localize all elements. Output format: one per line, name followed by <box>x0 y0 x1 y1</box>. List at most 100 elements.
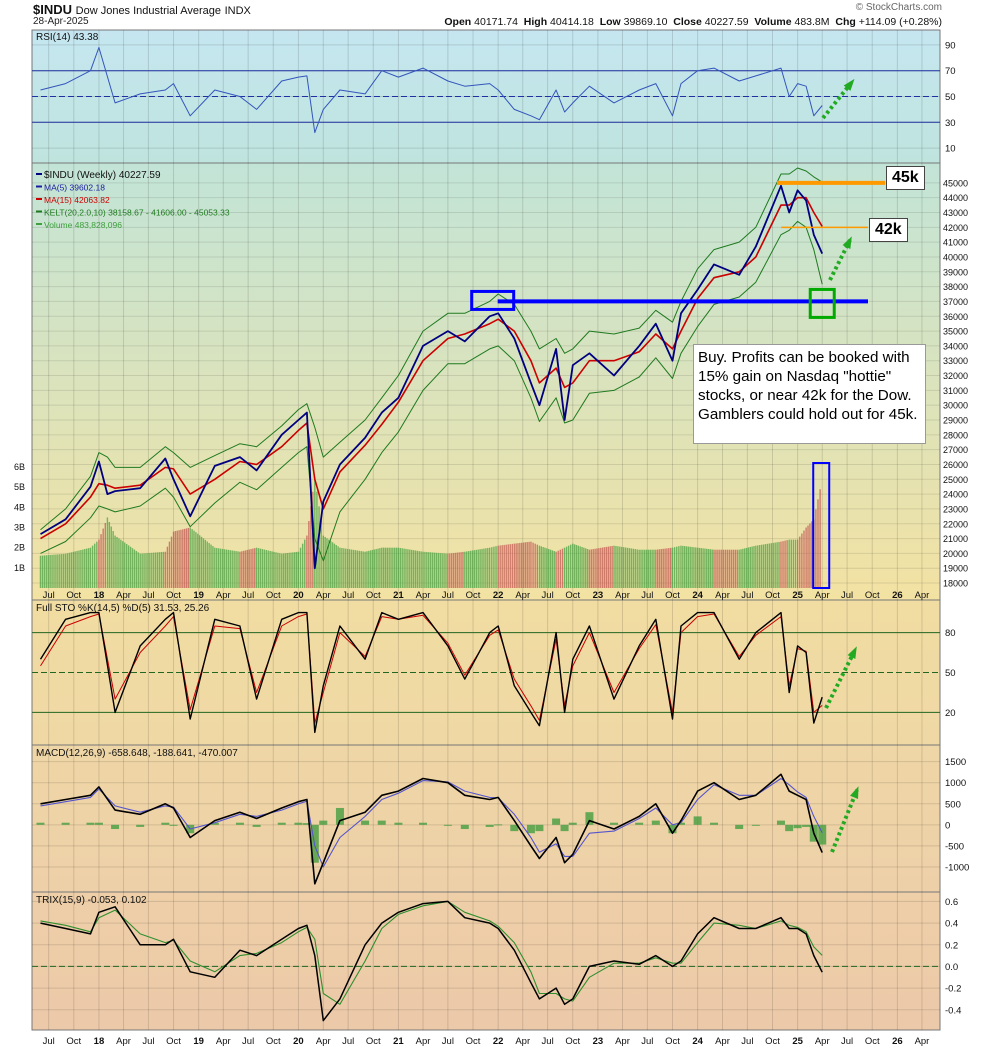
trix-tick-label: -0.2 <box>945 984 961 995</box>
x-axis-label-bottom: Oct <box>266 1036 281 1047</box>
volume-bar <box>547 549 550 588</box>
x-axis-label-bottom: 20 <box>293 1036 304 1047</box>
volume-bar <box>553 551 555 588</box>
volume-bar <box>168 541 171 588</box>
rsi-legend: RSI(14) 43.38 <box>36 32 99 43</box>
macd-tick-label: 1000 <box>945 778 966 789</box>
macd-histogram-bar <box>485 824 494 827</box>
price-tick-label: 37000 <box>943 297 968 307</box>
macd-histogram-bar <box>785 824 794 832</box>
volume-bar <box>96 541 98 588</box>
sto-k-line <box>39 611 823 734</box>
volume-bar <box>642 549 644 588</box>
x-axis-label-mid: Jul <box>442 590 454 601</box>
volume-bar <box>299 547 302 588</box>
volume-bar <box>377 548 379 588</box>
volume-bar <box>368 550 370 588</box>
keltner-lower-line <box>40 220 823 562</box>
volume-bar <box>638 549 640 588</box>
volume-bar <box>666 548 668 588</box>
price-tick-label: 21000 <box>943 534 968 544</box>
volume-bar <box>583 547 585 588</box>
volume-bar <box>634 549 636 588</box>
volume-bar <box>540 546 542 588</box>
volume-bar <box>768 543 771 588</box>
volume-bar <box>345 548 347 588</box>
callout-45k: 45k <box>886 166 925 190</box>
macd-histogram-bar <box>526 824 535 834</box>
volume-bar <box>774 542 776 588</box>
volume-bar <box>91 545 94 588</box>
price-tick-label: 31000 <box>943 386 968 396</box>
volume-bar <box>640 549 642 588</box>
volume-bar <box>198 535 201 588</box>
macd-histogram-bar <box>302 823 311 825</box>
trix-tick-label: -0.4 <box>945 1005 961 1016</box>
volume-bar <box>80 550 82 588</box>
volume-bar <box>145 553 147 588</box>
volume-bar <box>664 548 666 588</box>
macd-tick-label: 0 <box>945 820 950 831</box>
volume-bar <box>405 548 407 588</box>
volume-tick-label: 1B <box>14 563 25 573</box>
volume-bar <box>711 549 713 588</box>
volume-bar <box>193 530 195 588</box>
volume-bar <box>431 552 434 588</box>
price-tick-label: 45000 <box>943 178 968 188</box>
open-value: 40171.74 <box>474 16 518 28</box>
macd-histogram-bar <box>535 824 544 832</box>
macd-histogram-bar <box>94 822 103 825</box>
price-legend-item: $INDU (Weekly) 40227.59 <box>44 170 161 181</box>
volume-bar <box>745 547 748 588</box>
callout-42k: 42k <box>869 218 908 242</box>
volume-bar <box>683 546 686 588</box>
volume-bar <box>127 545 130 588</box>
volume-bar <box>267 550 269 588</box>
volume-bar <box>162 551 165 588</box>
volume-bar <box>182 529 184 588</box>
volume-bar <box>89 547 92 588</box>
x-axis-label-bottom: Apr <box>416 1036 431 1047</box>
trix-line <box>40 900 823 1022</box>
volume-bar <box>693 547 695 588</box>
volume-bar <box>261 549 264 588</box>
volume-bar <box>788 539 790 588</box>
volume-bar <box>324 536 326 588</box>
macd-histogram-bar <box>136 824 145 827</box>
volume-bar <box>428 552 430 588</box>
volume-bar <box>734 549 736 588</box>
volume-bar <box>339 547 341 588</box>
volume-bar <box>395 547 398 588</box>
volume-bar <box>125 543 128 588</box>
volume-bar <box>333 543 336 588</box>
volume-bar <box>728 549 731 588</box>
volume-bar <box>530 541 532 588</box>
volume-bar <box>242 550 245 588</box>
volume-bar <box>210 544 212 588</box>
x-axis-label-bottom: Jul <box>542 1036 554 1047</box>
trix-legend: TRIX(15,9) -0.053, 0.102 <box>36 895 147 906</box>
volume-bar <box>445 553 447 588</box>
volume-bar <box>386 547 389 588</box>
x-axis-label-bottom: Jul <box>442 1036 454 1047</box>
volume-bar <box>511 543 513 588</box>
volume-bar <box>475 549 477 588</box>
volume-bar <box>753 546 755 588</box>
volume-bar <box>730 549 733 588</box>
volume-bar <box>189 527 191 588</box>
volume-bar <box>585 548 587 588</box>
price-tick-label: 35000 <box>943 327 968 337</box>
x-axis-label-bottom: 21 <box>393 1036 404 1047</box>
volume-bar <box>154 552 157 588</box>
volume-bar <box>682 545 684 588</box>
price-tick-label: 40000 <box>943 252 968 262</box>
volume-bar <box>668 548 670 588</box>
volume-bar <box>462 551 464 588</box>
volume-bar <box>233 550 235 588</box>
volume-bar <box>335 544 337 588</box>
macd-tick-label: 500 <box>945 799 961 810</box>
volume-bar <box>70 552 73 588</box>
price-line <box>40 184 824 570</box>
volume-bar <box>607 546 610 588</box>
